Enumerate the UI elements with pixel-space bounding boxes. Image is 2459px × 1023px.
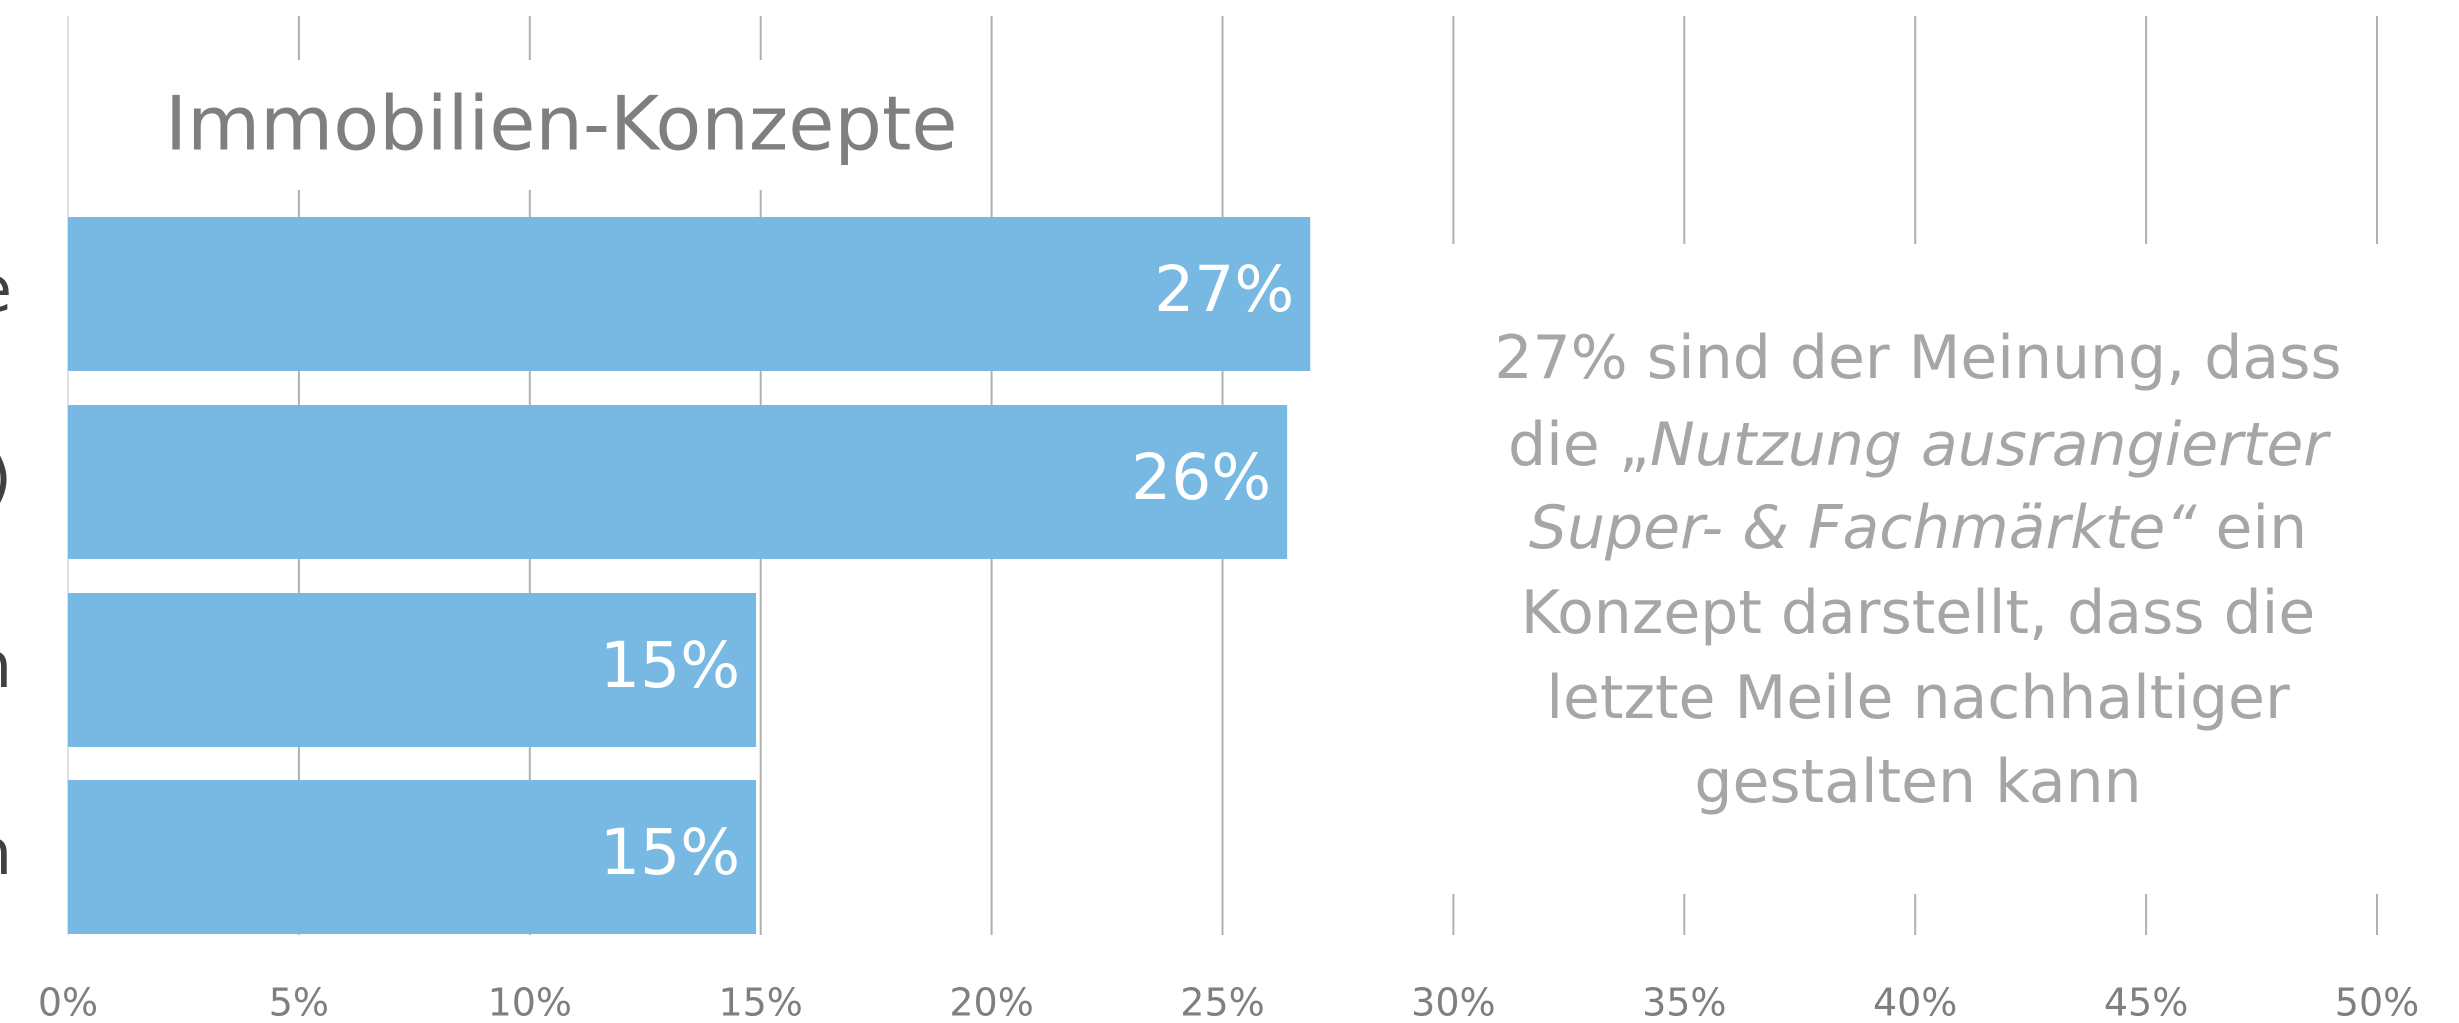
x-tick-label: 10%: [488, 981, 572, 1023]
annotation-line: Super- & Fachmärkte“ ein: [1529, 493, 2307, 563]
annotation-text: Konzept darstellt, dass die: [1521, 578, 2316, 648]
bar-value-label: 15%: [600, 816, 740, 889]
annotation-text: ein: [2196, 493, 2307, 563]
annotation-text: Nutzung ausrangierter: [1650, 410, 2331, 480]
annotation-line: Konzept darstellt, dass die: [1521, 578, 2316, 648]
y-tick-label: n: [0, 816, 12, 889]
x-tick-label: 35%: [1642, 981, 1726, 1023]
annotation-text: gestalten kann: [1694, 747, 2141, 817]
annotation-text: 27% sind der Meinung, dass: [1494, 323, 2341, 393]
annotation-text: letzte Meile nachhaltiger: [1546, 663, 2290, 733]
x-tick-label: 45%: [2104, 981, 2188, 1023]
x-tick-label: 40%: [1873, 981, 1957, 1023]
title-background: [150, 60, 950, 190]
annotation-line: 27% sind der Meinung, dass: [1494, 323, 2341, 393]
x-tick-label: 15%: [718, 981, 802, 1023]
chart-title: Immobilien-Konzepte: [165, 80, 958, 168]
annotation-line: letzte Meile nachhaltiger: [1546, 663, 2290, 733]
bar: [68, 217, 1311, 371]
bar-value-label: 26%: [1131, 441, 1271, 514]
y-tick-label: n: [0, 629, 12, 702]
x-tick-label: 30%: [1411, 981, 1495, 1023]
bar: [68, 593, 757, 747]
x-tick-label: 20%: [949, 981, 1033, 1023]
bar: [68, 405, 1288, 559]
annotation-line: die „Nutzung ausrangierter: [1508, 410, 2331, 480]
y-tick-label: ): [0, 441, 12, 514]
x-tick-label: 0%: [38, 981, 98, 1023]
x-tick-label: 50%: [2335, 981, 2419, 1023]
annotation-text: Super- & Fachmärkte“: [1529, 493, 2197, 563]
annotation-text: die „: [1508, 410, 1650, 480]
x-tick-label: 5%: [269, 981, 329, 1023]
bar-value-label: 15%: [600, 629, 740, 702]
x-tick-label: 25%: [1180, 981, 1264, 1023]
annotation-line: gestalten kann: [1694, 747, 2141, 817]
bar-value-label: 27%: [1154, 253, 1294, 326]
bar: [68, 780, 757, 934]
annotation-background: [1440, 244, 2400, 894]
marks: 27% 26% 15% 15%: [68, 217, 1311, 934]
y-tick-label: e: [0, 253, 12, 326]
